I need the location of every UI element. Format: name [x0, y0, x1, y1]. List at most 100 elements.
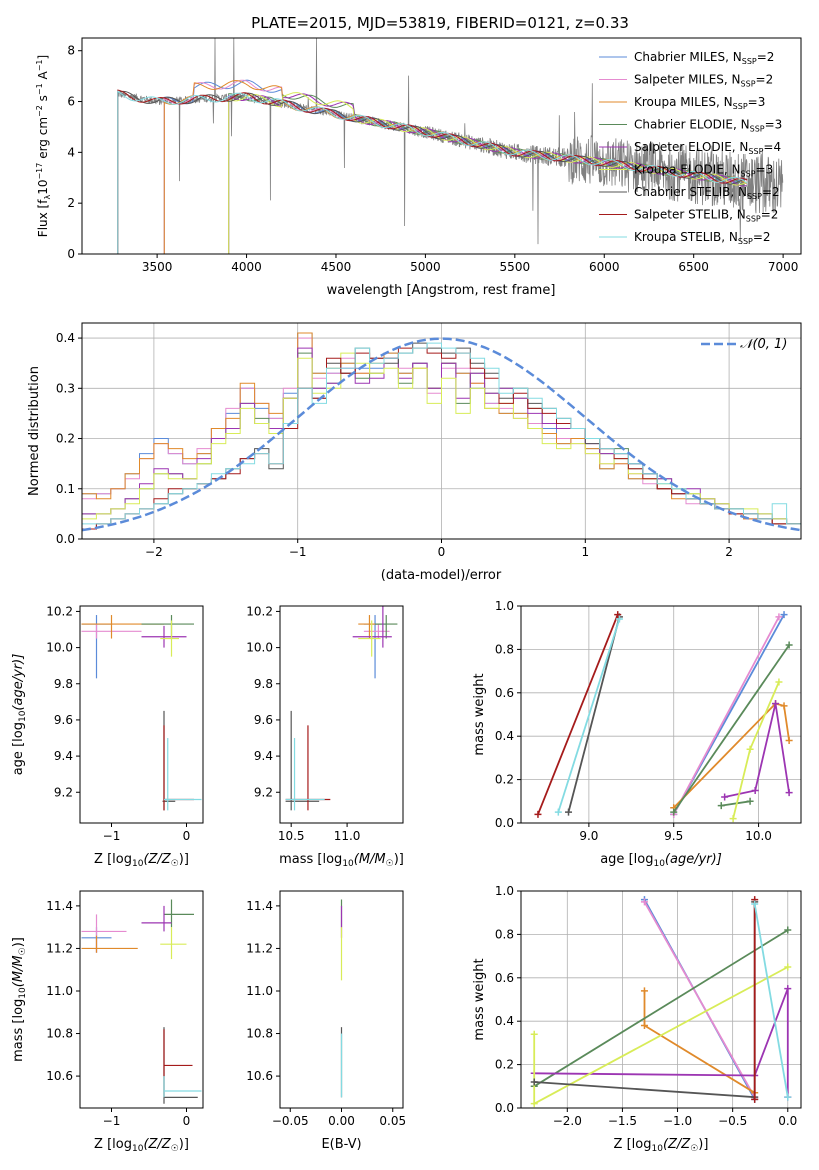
y-tick-label: 10.0: [246, 641, 273, 655]
y-tick-label: 9.8: [54, 677, 73, 691]
weight-line-salpeter-elodie: [534, 988, 789, 1098]
weight-line-kroupa-miles: [673, 702, 790, 809]
y-tick-label: 11.0: [46, 984, 73, 998]
x-axis-label: (data-model)/error: [381, 568, 502, 583]
x-tick-label: 0: [183, 1114, 191, 1128]
weight-line-chabrier-elodie: [721, 800, 751, 807]
spectrum-panel: 3500 4000 4500 5000 5500 6000 6500 7000 0 2 4 6 8 Cha…: [35, 37, 802, 298]
y-tick-label: 11.0: [246, 984, 273, 998]
y-tick-label: 9.4: [54, 749, 73, 763]
model-line-chabrier-elodie: [228, 93, 747, 255]
x-tick-label: 7000: [768, 260, 799, 274]
x-tick-label: 9.5: [664, 829, 683, 843]
x-tick-label: 3500: [142, 260, 173, 274]
x-axis-label: Z [log10(Z/Z☉)]: [94, 852, 189, 869]
weight-marker: [640, 1022, 648, 1030]
y-tick-label: 0.6: [495, 686, 514, 700]
y-tick-label: 0.2: [56, 432, 75, 446]
x-axis-label: E(B-V): [321, 1137, 361, 1152]
weight-vs-age-panel: 9.0 9.5 10.0 0.0 0.2 0.4 0.6 0.8 1.0 age [log10(a…: [472, 599, 802, 869]
weight-marker: [615, 615, 623, 623]
y-tick-label: 0.8: [495, 642, 514, 656]
x-tick-label: −1.0: [663, 1114, 692, 1128]
y-tick-label: 0.3: [56, 381, 75, 395]
weight-marker: [784, 926, 792, 934]
x-tick-label: 1: [581, 545, 589, 559]
y-axis-label: Normed distribution: [27, 366, 42, 496]
y-tick-label: 9.8: [254, 677, 273, 691]
y-tick-label: 10.8: [246, 1027, 273, 1041]
weight-marker: [784, 1093, 792, 1101]
x-tick-label: 4500: [321, 260, 352, 274]
x-tick-label: 11.0: [334, 829, 361, 843]
x-tick-label: 6000: [589, 260, 620, 274]
figure-title: PLATE=2015, MJD=53819, FIBERID=0121, z=0…: [251, 14, 629, 32]
x-tick-label: 9.0: [579, 829, 598, 843]
weight-line-salpeter-miles: [672, 616, 780, 815]
model-line-kroupa-stelib: [117, 90, 748, 255]
weight-marker: [640, 898, 648, 906]
y-tick-label: 9.2: [254, 785, 273, 799]
weight-line-chabrier-elodie: [672, 644, 790, 813]
y-tick-label: 0.2: [495, 1058, 514, 1072]
weight-line-chabrier-stelib: [567, 616, 621, 813]
weight-marker: [640, 987, 648, 995]
x-axis-label: mass [log10(M/M☉)]: [279, 852, 404, 869]
y-tick-label: 0.6: [495, 971, 514, 985]
y-tick-label: 4: [67, 145, 75, 159]
y-tick-label: 10.6: [246, 1069, 273, 1083]
x-tick-label: 5500: [500, 260, 531, 274]
x-tick-label: 0: [183, 829, 191, 843]
x-tick-label: −1: [103, 1114, 121, 1128]
axes-frame: [79, 605, 204, 824]
y-tick-label: 0.8: [495, 927, 514, 941]
model-line-salpeter-elodie: [228, 93, 747, 255]
weight-marker: [784, 985, 792, 993]
weight-line-kroupa-stelib: [557, 618, 621, 813]
y-axis-label: mass [log10(M/M☉)]: [11, 937, 28, 1062]
weight-marker: [751, 900, 759, 908]
x-tick-label: 10.0: [745, 829, 772, 843]
y-tick-label: 1.0: [495, 884, 514, 898]
legend-entry: Salpeter STELIB, NSSP=2: [634, 208, 778, 224]
weight-marker: [721, 793, 729, 801]
y-tick-label: 10.8: [46, 1027, 73, 1041]
y-tick-label: 10.6: [46, 1069, 73, 1083]
x-tick-label: −1.5: [608, 1114, 637, 1128]
weight-line-chabrier-elodie: [533, 929, 789, 1088]
y-tick-label: 0.0: [56, 532, 75, 546]
legend-entry: Salpeter MILES, NSSP=2: [634, 73, 773, 89]
mass-vs-metallicity-panel: −1 0 10.6 10.8 11.0 11.2 11.4 Z [log10(Z/Z☉)] ma…: [11, 890, 204, 1154]
weight-marker: [780, 611, 788, 619]
weight-marker: [534, 810, 542, 818]
weight-marker: [565, 808, 573, 816]
legend-entry: 𝒩(0, 1): [740, 337, 787, 352]
weight-marker: [780, 702, 788, 710]
y-tick-label: 0.1: [56, 482, 75, 496]
weight-marker: [729, 815, 737, 823]
y-tick-label: 11.4: [46, 899, 73, 913]
y-axis-label: age [log10(age/yr)]: [11, 654, 28, 776]
hist-kroupa-stelib: [81, 342, 801, 539]
weight-marker: [785, 641, 793, 649]
y-tick-label: 6: [67, 95, 75, 109]
x-tick-label: 5000: [410, 260, 441, 274]
weight-marker: [785, 737, 793, 745]
weight-marker: [530, 1100, 538, 1108]
x-tick-label: −2.0: [553, 1114, 582, 1128]
weight-marker: [746, 745, 754, 753]
x-tick-label: 0: [438, 545, 446, 559]
x-tick-label: 0.05: [379, 1114, 406, 1128]
y-tick-label: 10.2: [246, 604, 273, 618]
weight-vs-metallicity-panel: −2.0 −1.5 −1.0 −0.5 0.0 0.0 0.2 0.4 0.6 0.8 1.0 Z […: [472, 884, 802, 1154]
x-axis-label: Z [log10(Z/Z☉)]: [614, 1137, 709, 1154]
axes-frame: [79, 890, 204, 1109]
legend-entry: Kroupa STELIB, NSSP=2: [634, 230, 771, 246]
y-tick-label: 9.4: [254, 749, 273, 763]
x-axis-label: wavelength [Angstrom, rest frame]: [327, 283, 556, 298]
y-axis-label: mass weight: [472, 958, 487, 1040]
y-tick-label: 1.0: [495, 599, 514, 613]
mass-vs-ebv-panel: −0.05 0.00 0.05 10.6 10.8 11.0 11.2 11.4 E(B-V): [246, 890, 406, 1152]
y-tick-label: 0.0: [495, 1101, 514, 1115]
